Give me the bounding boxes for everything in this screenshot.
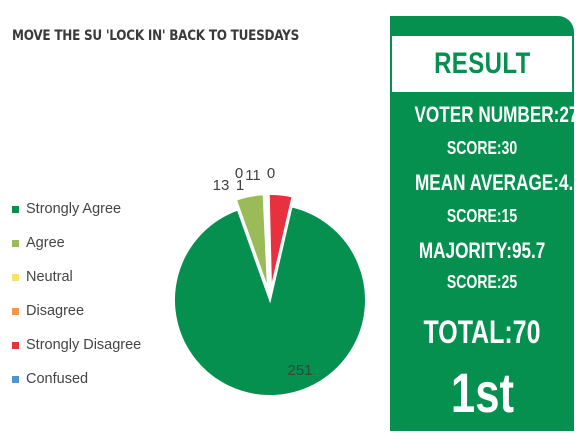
pie-slice-disagree	[264, 193, 271, 291]
score-3: SCORE:25	[446, 272, 518, 292]
chart-legend: Strongly Agree Agree Neutral Disagree St…	[12, 192, 141, 396]
legend-label-agree: Agree	[26, 235, 65, 251]
legend-label-disagree: Disagree	[26, 303, 85, 319]
result-title: RESULT	[433, 47, 531, 80]
result-panel: RESULT VOTER NUMBER:276 SCORE:30 MEAN AV…	[390, 0, 578, 448]
legend-item-neutral: Neutral	[12, 260, 141, 294]
pie-slice-strongly-disagree	[267, 193, 294, 291]
majority: MAJORITY:95.7	[418, 238, 546, 263]
data-label-strongly-agree: 251	[287, 362, 312, 379]
legend-label-confused: Confused	[26, 371, 89, 387]
data-label-neutral: 0	[235, 165, 243, 182]
legend-item-strongly-disagree: Strongly Disagree	[12, 328, 141, 362]
legend-item-agree: Agree	[12, 226, 141, 260]
legend-swatch-disagree	[12, 307, 19, 315]
legend-label-neutral: Neutral	[26, 269, 73, 285]
legend-swatch-agree	[12, 239, 19, 247]
data-label-confused: 0	[267, 165, 275, 182]
legend-item-disagree: Disagree	[12, 294, 141, 328]
legend-swatch-confused	[12, 375, 19, 383]
rank: 1st	[450, 361, 514, 424]
pie-slice-agree	[234, 193, 270, 291]
legend-swatch-strongly-agree	[12, 205, 19, 213]
data-label-disagree: 1	[236, 177, 244, 194]
legend-swatch-strongly-disagree	[12, 341, 19, 349]
legend-item-confused: Confused	[12, 362, 141, 396]
data-label-agree: 13	[213, 177, 230, 194]
pie-slice-strongly-agree	[173, 205, 367, 397]
legend-swatch-neutral	[12, 273, 19, 281]
legend-label-strongly-agree: Strongly Agree	[26, 201, 122, 217]
total-score: TOTAL:70	[423, 314, 541, 350]
legend-item-strongly-agree: Strongly Agree	[12, 192, 141, 226]
mean-average: MEAN AVERAGE:4.78	[415, 170, 578, 195]
result-body: VOTER NUMBER:276 SCORE:30 MEAN AVERAGE:4…	[390, 92, 578, 431]
data-label-strongly-disagree: 11	[245, 167, 261, 184]
result-header: RESULT	[390, 36, 574, 92]
voter-number: VOTER NUMBER:276	[414, 102, 578, 127]
score-1: SCORE:30	[446, 138, 518, 158]
result-panel-tab	[390, 16, 574, 36]
chart-title: MOVE THE SU 'LOCK IN' BACK TO TUESDAYS	[12, 28, 300, 44]
legend-label-strongly-disagree: Strongly Disagree	[26, 337, 142, 353]
score-2: SCORE:15	[446, 206, 518, 226]
